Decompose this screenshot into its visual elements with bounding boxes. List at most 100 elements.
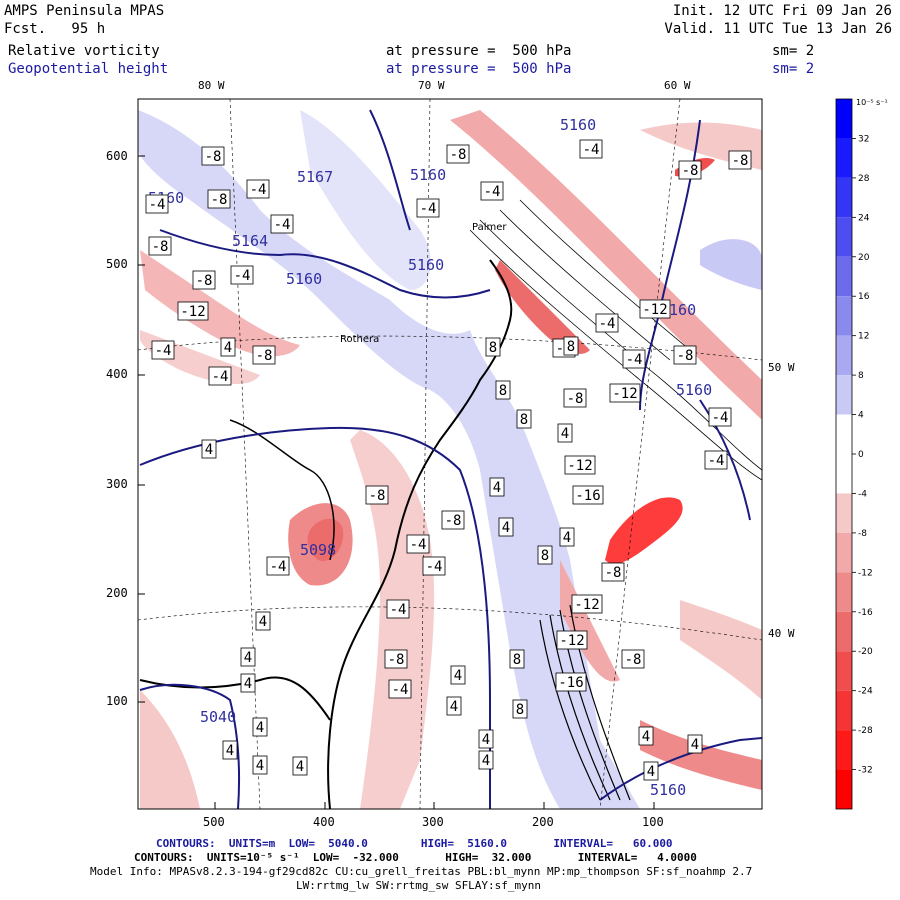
coastline-peninsula	[327, 259, 513, 809]
vorticity-label-box	[386, 599, 410, 619]
vorticity-contour-label: -8	[445, 513, 462, 529]
vorticity-contour-label: 8	[541, 548, 549, 564]
colorbar-tick-label: -20	[858, 647, 873, 657]
vorticity-contour-label: -4	[426, 559, 443, 575]
vorticity-label-box	[208, 366, 232, 386]
vorticity-contour-label: -8	[256, 348, 273, 364]
vorticity-contour-label: -8	[388, 652, 405, 668]
vorticity-contour-label: -8	[369, 488, 386, 504]
footer-height-contours: CONTOURS: UNITS=m LOW= 5040.0 HIGH= 5160…	[156, 837, 673, 850]
colorbar-swatch	[836, 414, 852, 454]
vorticity-label-box	[441, 510, 465, 530]
vorticity-label-box	[498, 517, 514, 537]
vorticity-contour-label: -16	[575, 488, 600, 504]
lon-label-60w: 60 W	[664, 79, 691, 92]
map-frame	[137, 98, 763, 810]
vorticity-label-box	[579, 139, 603, 159]
vorticity-label-box	[728, 150, 752, 170]
vorticity-label-box	[495, 380, 511, 400]
field2-level: at pressure = 500 hPa	[386, 61, 572, 77]
red-band-northeast	[450, 110, 762, 420]
vorticity-label-box	[622, 349, 646, 369]
field1-smooth: sm= 2	[772, 43, 815, 59]
y-tick-300: 300	[106, 477, 128, 491]
vorticity-contour-label: -4	[155, 343, 172, 359]
vorticity-label-box	[512, 699, 528, 719]
vorticity-contour-label: -12	[559, 633, 584, 649]
vorticity-contour-label: -8	[196, 273, 213, 289]
colorbar-swatch	[836, 99, 852, 139]
vorticity-label-box	[556, 630, 588, 650]
red-streak-northeast	[495, 260, 590, 354]
vorticity-contour-label: -4	[599, 316, 616, 332]
red-band-west-1	[140, 250, 300, 357]
vorticity-label-box	[148, 236, 172, 256]
vorticity-contour-label: -12	[567, 458, 592, 474]
vorticity-contour-label: -8	[732, 153, 749, 169]
lon-label-80w: 80 W	[198, 79, 225, 92]
vorticity-label-box	[270, 214, 294, 234]
vorticity-contour-label: 4	[224, 340, 232, 356]
vorticity-label-box	[201, 146, 225, 166]
vorticity-label-box	[252, 717, 268, 737]
colorbar-units: 10⁻⁵ s⁻¹	[856, 98, 888, 107]
valid-time: Valid. 11 UTC Tue 13 Jan 26	[664, 21, 892, 37]
x-tick-100: 100	[642, 815, 664, 829]
vorticity-label-box	[571, 594, 603, 614]
colorbar-tick-label: 8	[858, 371, 864, 381]
blue-vorticity-band	[138, 110, 640, 809]
vorticity-contour-label: -4	[484, 184, 501, 200]
vorticity-label-box	[177, 301, 209, 321]
y-tick-600: 600	[106, 149, 128, 163]
vorticity-label-box	[537, 545, 553, 565]
colorbar-tick-label: -24	[858, 687, 873, 697]
red-band-bottom-right	[640, 720, 762, 790]
vorticity-contour-label: -4	[708, 453, 725, 469]
lon-label-40w: 40 W	[768, 627, 795, 640]
blue-vorticity-east	[700, 239, 762, 290]
vorticity-label-box	[446, 696, 462, 716]
forecast-hour: Fcst. 95 h	[4, 21, 106, 37]
colorbar-swatch	[836, 335, 852, 376]
vorticity-label-box	[563, 336, 579, 356]
vorticity-label-box	[595, 313, 619, 333]
vorticity-contour-label: 4	[482, 732, 490, 748]
y-tick-500: 500	[106, 257, 128, 271]
vorticity-contour-label: 4	[244, 676, 252, 692]
map-fields	[138, 99, 762, 809]
vorticity-label-box	[220, 337, 236, 357]
colorbar-tick-label: 16	[858, 292, 870, 302]
vorticity-contour-label: -4	[392, 682, 409, 698]
vorticity-label-box	[555, 672, 587, 692]
colorbar-tick-label: 20	[858, 253, 870, 263]
vorticity-contour-label: -4	[420, 201, 437, 217]
height-contour-label: 5160	[410, 166, 446, 184]
vorticity-label-box	[673, 345, 697, 365]
lon-label-70w: 70 W	[418, 79, 445, 92]
vorticity-label-box	[478, 729, 494, 749]
colorbar-tick-label: 28	[858, 174, 870, 184]
vorticity-contour-label: 4	[482, 753, 490, 769]
vorticity-label-box	[266, 556, 290, 576]
vorticity-contour-label: -12	[612, 386, 637, 402]
footer-model-info: Model Info: MPASv8.2.3-194-gf29cd82c CU:…	[90, 865, 753, 878]
vorticity-contour-label: -4	[712, 410, 729, 426]
colorbar-tick-label: 12	[858, 332, 869, 342]
vorticity-label-box	[388, 679, 412, 699]
colorbar-swatch	[836, 690, 852, 731]
field2-smooth: sm= 2	[772, 61, 815, 77]
height-contour-label: 5160	[650, 781, 686, 799]
vorticity-label-box	[601, 562, 625, 582]
height-contour-label: 5160	[676, 381, 712, 399]
vorticity-label-box	[446, 144, 470, 164]
vorticity-contour-label: -16	[558, 675, 583, 691]
vorticity-label-box	[450, 665, 466, 685]
colorbar-swatch	[836, 532, 852, 573]
vorticity-label-box	[572, 485, 604, 505]
x-tick-500: 500	[203, 815, 225, 829]
colorbar-swatch	[836, 256, 852, 297]
height-contour-label: 5160	[286, 270, 322, 288]
vorticity-label-box	[151, 340, 175, 360]
height-contour-label: 5160	[560, 116, 596, 134]
vorticity-contour-label: -4	[583, 142, 600, 158]
